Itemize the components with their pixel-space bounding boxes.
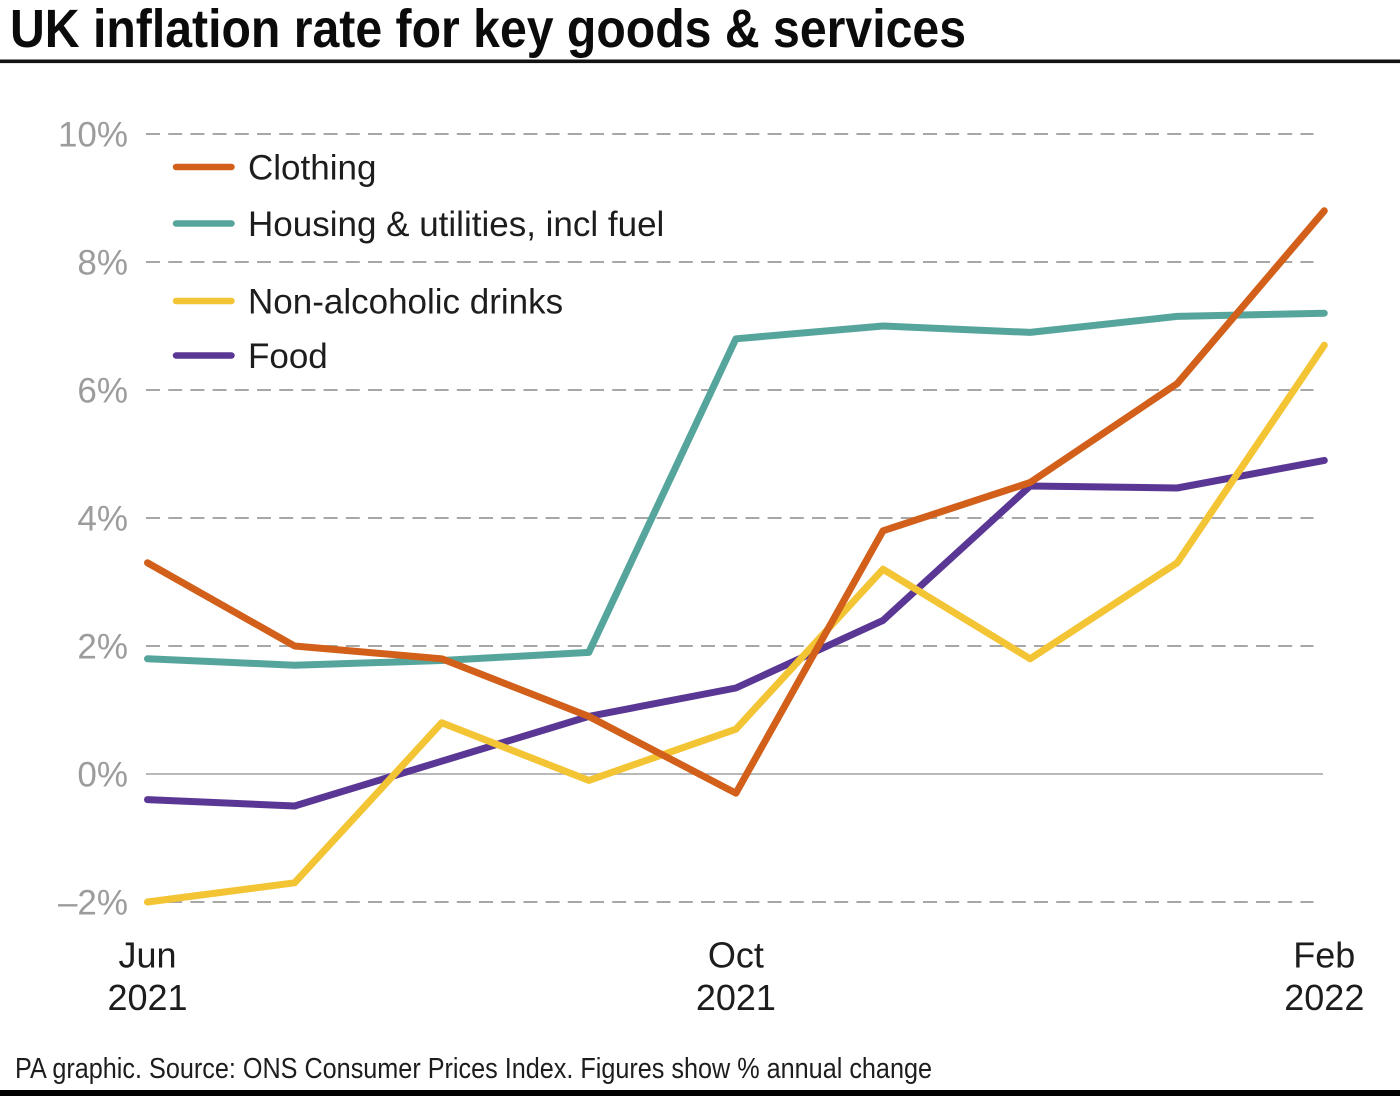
svg-text:2022: 2022 bbox=[1284, 977, 1364, 1018]
svg-text:Feb: Feb bbox=[1293, 935, 1355, 976]
svg-text:Jun: Jun bbox=[118, 935, 176, 976]
svg-text:Clothing: Clothing bbox=[248, 149, 376, 188]
svg-text:4%: 4% bbox=[77, 500, 128, 539]
svg-text:8%: 8% bbox=[77, 244, 128, 283]
svg-text:2021: 2021 bbox=[696, 977, 776, 1018]
svg-text:–2%: –2% bbox=[58, 884, 128, 923]
svg-text:UK inflation rate for key good: UK inflation rate for key goods & servic… bbox=[10, 0, 966, 59]
svg-text:PA graphic. Source: ONS Consum: PA graphic. Source: ONS Consumer Prices … bbox=[15, 1053, 932, 1085]
svg-text:10%: 10% bbox=[58, 116, 128, 155]
svg-text:Non-alcoholic drinks: Non-alcoholic drinks bbox=[248, 283, 563, 322]
svg-text:2021: 2021 bbox=[107, 977, 187, 1018]
svg-text:0%: 0% bbox=[77, 756, 128, 795]
svg-text:Housing & utilities, incl fuel: Housing & utilities, incl fuel bbox=[248, 205, 664, 244]
svg-text:6%: 6% bbox=[77, 372, 128, 411]
svg-text:Food: Food bbox=[248, 337, 328, 376]
svg-text:2%: 2% bbox=[77, 628, 128, 667]
svg-text:Oct: Oct bbox=[708, 935, 764, 976]
